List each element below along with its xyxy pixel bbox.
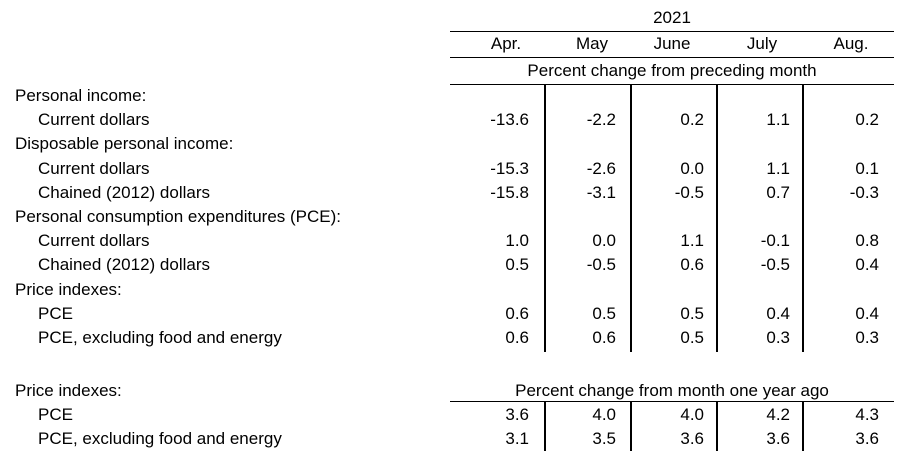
table-cell: 1.1 xyxy=(766,110,790,130)
table-cell: -0.5 xyxy=(674,182,704,202)
table-cell: -15.8 xyxy=(490,182,529,202)
section2-caption: Percent change from month one year ago xyxy=(515,381,829,400)
table-cell: 0.6 xyxy=(680,255,704,275)
table-cell: 4.0 xyxy=(680,405,704,424)
row-label: Chained (2012) dollars xyxy=(38,255,210,275)
table-cell: -0.3 xyxy=(849,182,879,202)
table-cell: 4.3 xyxy=(855,405,879,424)
table-cell: -0.5 xyxy=(760,255,790,275)
table-cell: 3.6 xyxy=(505,405,529,424)
section2-rule xyxy=(450,401,894,402)
table-cell: 1.0 xyxy=(505,231,529,251)
row-label: PCE xyxy=(38,405,73,424)
table-cell: 3.6 xyxy=(680,429,704,448)
column-divider xyxy=(544,401,546,451)
table-cell: 3.6 xyxy=(855,429,879,448)
column-header-apr: Apr. xyxy=(490,34,522,53)
table-cell: 0.5 xyxy=(680,303,704,323)
table-cell: 4.0 xyxy=(592,405,616,424)
row-label: PCE xyxy=(38,303,73,323)
table-cell: 0.0 xyxy=(592,231,616,251)
row-label: Current dollars xyxy=(38,110,150,130)
column-header-may: May xyxy=(575,34,609,53)
table-cell: -2.6 xyxy=(586,158,616,178)
row-label: Disposable personal income: xyxy=(15,134,234,154)
column-divider xyxy=(802,401,804,451)
table-cell: 3.1 xyxy=(505,429,529,448)
column-divider xyxy=(802,84,804,352)
column-divider xyxy=(630,84,632,352)
table-cell: 0.8 xyxy=(855,231,879,251)
column-header-aug: Aug. xyxy=(833,34,869,53)
table-cell: 0.2 xyxy=(680,110,704,130)
table-cell: 0.7 xyxy=(766,182,790,202)
column-divider xyxy=(630,401,632,451)
header-rule-months xyxy=(450,57,894,58)
table-cell: -2.2 xyxy=(586,110,616,130)
row-label: PCE, excluding food and energy xyxy=(38,328,282,347)
column-divider xyxy=(716,84,718,352)
table-cell: 0.5 xyxy=(505,255,529,275)
column-divider xyxy=(716,401,718,451)
column-divider xyxy=(544,84,546,352)
section2-heading: Price indexes: xyxy=(15,381,122,400)
header-rule-caption xyxy=(450,84,894,85)
table-cell: 0.1 xyxy=(855,158,879,178)
row-label: Chained (2012) dollars xyxy=(38,182,210,202)
year-header: 2021 xyxy=(653,8,691,27)
table-cell: 0.5 xyxy=(680,328,704,347)
table-cell: 3.5 xyxy=(592,429,616,448)
row-label: PCE, excluding food and energy xyxy=(38,429,282,448)
row-label: Personal consumption expenditures (PCE): xyxy=(15,207,341,226)
section1-caption: Percent change from preceding month xyxy=(527,61,817,80)
row-label: Personal income: xyxy=(15,86,147,105)
table-cell: 0.6 xyxy=(592,328,616,347)
table-cell: -3.1 xyxy=(586,182,616,202)
table-cell: 0.6 xyxy=(505,328,529,347)
table-cell: 4.2 xyxy=(766,405,790,424)
table-cell: 0.3 xyxy=(855,328,879,347)
header-rule-top xyxy=(450,31,894,32)
row-label: Price indexes: xyxy=(15,279,122,299)
table-cell: 0.0 xyxy=(680,158,704,178)
row-label: Current dollars xyxy=(38,158,150,178)
column-header-june: June xyxy=(653,34,691,53)
table-cell: 0.6 xyxy=(505,303,529,323)
table-cell: 0.4 xyxy=(855,303,879,323)
table-cell: 3.6 xyxy=(766,429,790,448)
table-cell: -13.6 xyxy=(490,110,529,130)
table-cell: 0.3 xyxy=(766,328,790,347)
table-cell: 0.5 xyxy=(592,303,616,323)
table-cell: 1.1 xyxy=(766,158,790,178)
table-cell: 0.4 xyxy=(766,303,790,323)
table-cell: 0.4 xyxy=(855,255,879,275)
table-cell: 0.2 xyxy=(855,110,879,130)
row-label: Current dollars xyxy=(38,231,150,251)
column-header-july: July xyxy=(746,34,778,53)
table-cell: -15.3 xyxy=(490,158,529,178)
table-cell: -0.1 xyxy=(760,231,790,251)
table-cell: -0.5 xyxy=(586,255,616,275)
table-cell: 1.1 xyxy=(680,231,704,251)
